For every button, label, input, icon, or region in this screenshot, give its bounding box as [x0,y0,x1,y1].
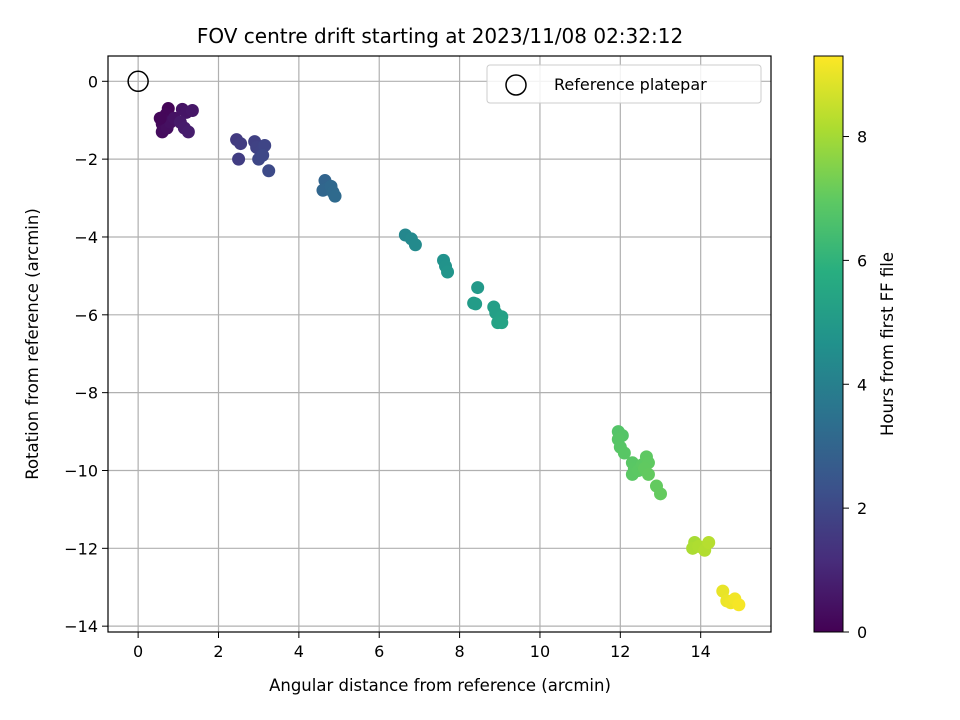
y-tick-label: −12 [64,539,98,558]
y-axis-ticks: 0 −2 −4 −6 −8 −10 −12 −14 [64,72,108,636]
legend: Reference platepar [486,64,762,104]
y-tick-label: −6 [74,306,98,325]
grid [108,56,771,632]
data-point [716,584,730,598]
x-axis-label: Angular distance from reference (arcmin) [269,676,611,695]
data-point [641,467,655,481]
colorbar-tick-label: 6 [857,251,867,270]
x-tick-label: 0 [133,642,143,661]
data-point [262,164,276,178]
legend-box [486,64,762,104]
colorbar: 0 2 4 6 8 Hours from first FF file [813,55,897,642]
data-point [408,238,422,252]
x-tick-label: 10 [530,642,550,661]
data-point [181,125,195,139]
data-point [328,189,342,203]
data-point [654,487,667,501]
x-tick-label: 6 [374,642,384,661]
colorbar-tick-label: 4 [857,375,867,394]
colorbar-ticks: 0 2 4 6 8 [843,128,867,642]
colorbar-tick-label: 8 [857,128,867,147]
x-tick-label: 14 [691,642,711,661]
y-tick-label: 0 [88,72,98,91]
colorbar-label: Hours from first FF file [878,252,897,436]
legend-marker-reference [505,74,527,96]
colorbar-tick-label: 2 [857,499,867,518]
data-point [185,103,199,117]
reference-platepar-marker [127,70,149,93]
x-tick-label: 2 [213,642,223,661]
y-tick-label: −14 [64,617,98,636]
x-tick-label: 4 [294,642,304,661]
y-tick-label: −10 [64,461,98,480]
data-point [232,152,246,166]
data-point [495,316,509,330]
data-point [732,598,746,612]
data-point [441,265,455,279]
data-point [469,297,483,311]
data-point [702,535,716,549]
chart-title: FOV centre drift starting at 2023/11/08 … [197,24,683,48]
y-axis-label: Rotation from reference (arcmin) [23,208,42,480]
x-tick-label: 12 [610,642,630,661]
legend-label-reference: Reference platepar [554,75,707,94]
data-point [256,148,270,162]
y-tick-label: −4 [74,228,98,247]
data-points [127,70,746,612]
y-tick-label: −2 [74,150,98,169]
colorbar-gradient [813,55,844,633]
y-tick-label: −8 [74,384,98,403]
data-point [234,137,248,151]
data-point [617,446,631,460]
plot-frame [107,55,772,633]
data-point [153,111,167,125]
x-tick-label: 8 [454,642,464,661]
x-axis-ticks: 0 2 4 6 8 10 12 14 [133,632,711,661]
data-point [258,139,272,153]
data-point [471,281,485,295]
colorbar-tick-label: 0 [857,623,867,642]
